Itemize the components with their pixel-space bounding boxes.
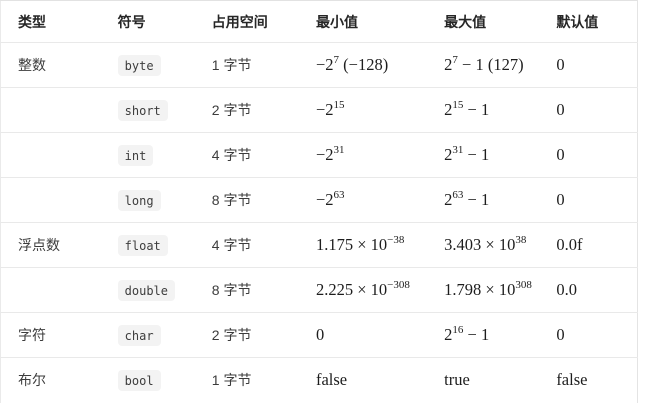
cell-symbol: bool <box>101 358 195 403</box>
cell-min: −27 (−128) <box>298 42 428 88</box>
cell-max: 3.403 × 1038 <box>427 222 540 268</box>
cell-default: 0 <box>539 132 638 178</box>
table-row-char: 字符 char 2 字节 0 216 − 1 0 <box>0 312 638 358</box>
cell-default: 0.0 <box>539 267 638 313</box>
table-row-double: double 8 字节 2.225 × 10−308 1.798 × 10308… <box>0 267 638 313</box>
cell-max: 27 − 1 (127) <box>427 42 540 88</box>
cell-max: 216 − 1 <box>427 312 540 358</box>
cell-symbol: byte <box>100 42 195 88</box>
cell-space: 1 字节 <box>194 42 299 88</box>
cell-type <box>0 267 101 313</box>
table-row-long: long 8 字节 −263 263 − 1 0 <box>0 177 638 223</box>
table-row-bool: 布尔 bool 1 字节 false true false <box>1 358 638 403</box>
cell-max: 215 − 1 <box>427 87 540 133</box>
cell-max: true <box>444 370 470 390</box>
cell-min: false <box>315 370 348 390</box>
primitive-types-table: 类型 符号 占用空间 最小值 最大值 默认值 整数 byte 1 字节 −27 … <box>0 0 638 403</box>
cell-type: 浮点数 <box>0 222 101 268</box>
cell-type: 字符 <box>0 312 101 358</box>
cell-space: 8 字节 <box>194 177 299 223</box>
cell-min: 0 <box>298 312 428 358</box>
cell-symbol: float <box>100 222 195 268</box>
cell-default: 0 <box>539 312 638 358</box>
cell-min: 1.175 × 10−38 <box>298 222 428 268</box>
cell-max: 1.798 × 10308 <box>427 267 540 313</box>
col-header-symbol: 符号 <box>100 0 195 43</box>
cell-symbol: double <box>100 267 195 313</box>
code-badge: short <box>117 99 168 121</box>
cell-default: 0 <box>539 87 638 133</box>
col-header-type: 类型 <box>0 0 101 43</box>
table-header-row: 类型 符号 占用空间 最小值 最大值 默认值 <box>0 0 638 43</box>
cell-symbol: long <box>100 177 195 223</box>
cell-default: 0 <box>539 42 638 88</box>
cell-space: 8 字节 <box>194 267 299 313</box>
cell-min: 2.225 × 10−308 <box>298 267 428 313</box>
cell-default: false <box>556 370 588 390</box>
code-badge: bool <box>117 369 161 391</box>
col-header-default: 默认值 <box>539 0 638 43</box>
code-badge: long <box>117 189 161 211</box>
cell-min: −263 <box>298 177 428 223</box>
cell-type <box>0 132 101 178</box>
cell-symbol: short <box>100 87 195 133</box>
cell-max: 231 − 1 <box>427 132 540 178</box>
code-badge: char <box>117 324 161 346</box>
cell-type: 布尔 <box>18 372 46 389</box>
code-badge: byte <box>117 54 161 76</box>
col-header-min: 最小值 <box>298 0 428 43</box>
cell-default: 0.0f <box>539 222 638 268</box>
col-header-space: 占用空间 <box>194 0 299 43</box>
cell-type: 整数 <box>0 42 101 88</box>
cell-min: −215 <box>298 87 428 133</box>
cell-space: 2 字节 <box>194 87 299 133</box>
table-row-int: int 4 字节 −231 231 − 1 0 <box>0 132 638 178</box>
cell-max: 263 − 1 <box>427 177 540 223</box>
code-badge: float <box>117 234 168 256</box>
table-row-short: short 2 字节 −215 215 − 1 0 <box>0 87 638 133</box>
cell-default: 0 <box>539 177 638 223</box>
cell-space: 1 字节 <box>211 372 252 389</box>
code-badge: double <box>117 279 176 301</box>
cell-space: 4 字节 <box>194 222 299 268</box>
cell-symbol: int <box>100 132 195 178</box>
table-row-byte: 整数 byte 1 字节 −27 (−128) 27 − 1 (127) 0 <box>0 42 638 88</box>
cell-min: −231 <box>298 132 428 178</box>
code-badge: int <box>117 144 154 166</box>
col-header-max: 最大值 <box>427 0 540 43</box>
cell-space: 4 字节 <box>194 132 299 178</box>
cell-type <box>0 177 101 223</box>
cell-type <box>0 87 101 133</box>
cell-symbol: char <box>100 312 195 358</box>
table-row-float: 浮点数 float 4 字节 1.175 × 10−38 3.403 × 103… <box>0 222 638 268</box>
cell-space: 2 字节 <box>194 312 299 358</box>
